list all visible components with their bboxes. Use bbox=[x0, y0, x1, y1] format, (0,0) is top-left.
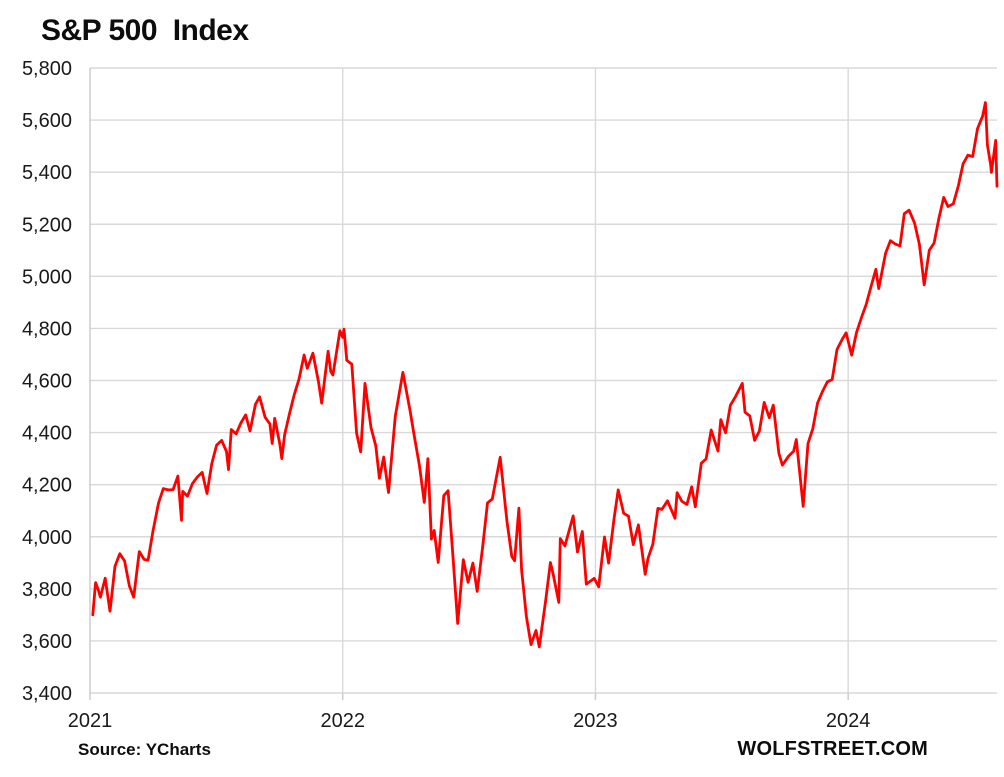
x-tick-label: 2023 bbox=[573, 710, 618, 732]
y-tick-label: 5,000 bbox=[22, 266, 72, 288]
y-tick-label: 5,400 bbox=[22, 162, 72, 184]
y-tick-label: 3,400 bbox=[22, 683, 72, 705]
price-line bbox=[91, 101, 999, 649]
y-tick-label: 4,200 bbox=[22, 475, 72, 497]
x-tick-label: 2022 bbox=[320, 710, 365, 732]
x-tick-label: 2021 bbox=[68, 710, 113, 732]
y-tick-label: 4,800 bbox=[22, 318, 72, 340]
y-tick-label: 5,600 bbox=[22, 110, 72, 132]
wolfstreet-watermark: WOLFSTREET.COM bbox=[737, 738, 928, 760]
y-tick-label: 3,600 bbox=[22, 631, 72, 653]
y-tick-label: 5,200 bbox=[22, 214, 72, 236]
y-tick-label: 4,000 bbox=[22, 527, 72, 549]
y-tick-label: 3,800 bbox=[22, 579, 72, 601]
y-tick-label: 5,800 bbox=[22, 58, 72, 80]
source-credit: Source: YCharts bbox=[78, 740, 211, 759]
y-tick-label: 4,400 bbox=[22, 423, 72, 445]
x-tick-label: 2024 bbox=[826, 710, 871, 732]
chart-title: S&P 500 Index bbox=[41, 14, 249, 47]
y-tick-label: 4,600 bbox=[22, 371, 72, 393]
